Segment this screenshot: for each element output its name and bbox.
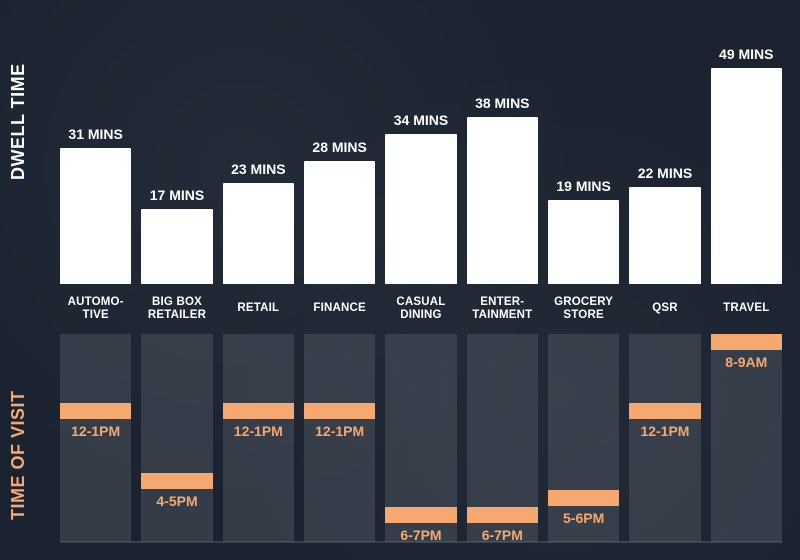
chart-column: 19 MINS GROCERYSTORE 5-6PM — [548, 12, 619, 542]
category-label: AUTOMO-TIVE — [60, 284, 131, 334]
dwell-value-label: 23 MINS — [223, 161, 294, 177]
dwell-bar — [548, 200, 619, 284]
time-of-visit-marker — [141, 473, 212, 489]
axis-label-time-of-visit: TIME OF VISIT — [8, 390, 29, 520]
dwell-bar — [385, 134, 456, 284]
time-of-visit-label: 12-1PM — [304, 423, 375, 439]
time-of-visit-marker — [548, 490, 619, 506]
time-of-visit-label: 12-1PM — [223, 423, 294, 439]
dwell-value-label: 38 MINS — [467, 95, 538, 111]
dwell-bar — [467, 117, 538, 284]
chart-column: 23 MINS RETAIL 12-1PM — [223, 12, 294, 542]
time-of-visit-label: 8-9AM — [711, 354, 782, 370]
dwell-value-label: 34 MINS — [385, 112, 456, 128]
category-label: CASUALDINING — [385, 284, 456, 334]
time-of-visit-marker — [711, 334, 782, 350]
dwell-bar — [304, 161, 375, 284]
category-label: QSR — [629, 284, 700, 334]
time-of-visit-track: 4-5PM — [141, 334, 212, 542]
chart-column: 28 MINS FINANCE 12-1PM — [304, 12, 375, 542]
axis-label-dwell-time: DWELL TIME — [8, 63, 29, 180]
dwell-bar — [60, 148, 131, 284]
dwell-value-label: 19 MINS — [548, 178, 619, 194]
dwell-value-label: 17 MINS — [141, 187, 212, 203]
time-of-visit-track: 6-7PM — [385, 334, 456, 542]
dwell-value-label: 22 MINS — [629, 165, 700, 181]
time-of-visit-marker — [467, 507, 538, 523]
dwell-bar — [629, 187, 700, 284]
time-of-visit-marker — [60, 403, 131, 419]
bottom-baseline — [60, 541, 782, 543]
chart-column: 49 MINS TRAVEL 8-9AM — [711, 12, 782, 542]
dwell-value-label: 28 MINS — [304, 139, 375, 155]
chart-column: 31 MINS AUTOMO-TIVE 12-1PM — [60, 12, 131, 542]
time-of-visit-label: 12-1PM — [629, 423, 700, 439]
dwell-value-label: 49 MINS — [711, 46, 782, 62]
time-of-visit-marker — [629, 403, 700, 419]
time-of-visit-marker — [223, 403, 294, 419]
chart-column: 34 MINS CASUALDINING6-7PM — [385, 12, 456, 542]
dwell-bar — [711, 68, 782, 284]
dwell-bar — [141, 209, 212, 284]
time-of-visit-label: 4-5PM — [141, 493, 212, 509]
time-of-visit-track: 12-1PM — [304, 334, 375, 542]
chart-column: 17 MINS BIG BOXRETAILER 4-5PM — [141, 12, 212, 542]
category-label: RETAIL — [223, 284, 294, 334]
time-of-visit-track: 8-9AM — [711, 334, 782, 542]
category-label: TRAVEL — [711, 284, 782, 334]
time-of-visit-label: 12-1PM — [60, 423, 131, 439]
dwell-bar — [223, 183, 294, 284]
dual-bar-chart: 31 MINS AUTOMO-TIVE 12-1PM 17 MINS BIG BOXRE… — [60, 12, 782, 542]
time-of-visit-track: 6-7PM — [467, 334, 538, 542]
category-label: GROCERYSTORE — [548, 284, 619, 334]
chart-column: 38 MINS ENTER-TAINMENT6-7PM — [467, 12, 538, 542]
time-of-visit-track: 12-1PM — [629, 334, 700, 542]
time-of-visit-label: 5-6PM — [548, 510, 619, 526]
time-of-visit-marker — [385, 507, 456, 523]
time-of-visit-track: 5-6PM — [548, 334, 619, 542]
chart-column: 22 MINS QSR 12-1PM — [629, 12, 700, 542]
time-of-visit-track: 12-1PM — [223, 334, 294, 542]
category-label: FINANCE — [304, 284, 375, 334]
time-of-visit-marker — [304, 403, 375, 419]
dwell-value-label: 31 MINS — [60, 126, 131, 142]
category-label: ENTER-TAINMENT — [467, 284, 538, 334]
category-label: BIG BOXRETAILER — [141, 284, 212, 334]
time-of-visit-track: 12-1PM — [60, 334, 131, 542]
